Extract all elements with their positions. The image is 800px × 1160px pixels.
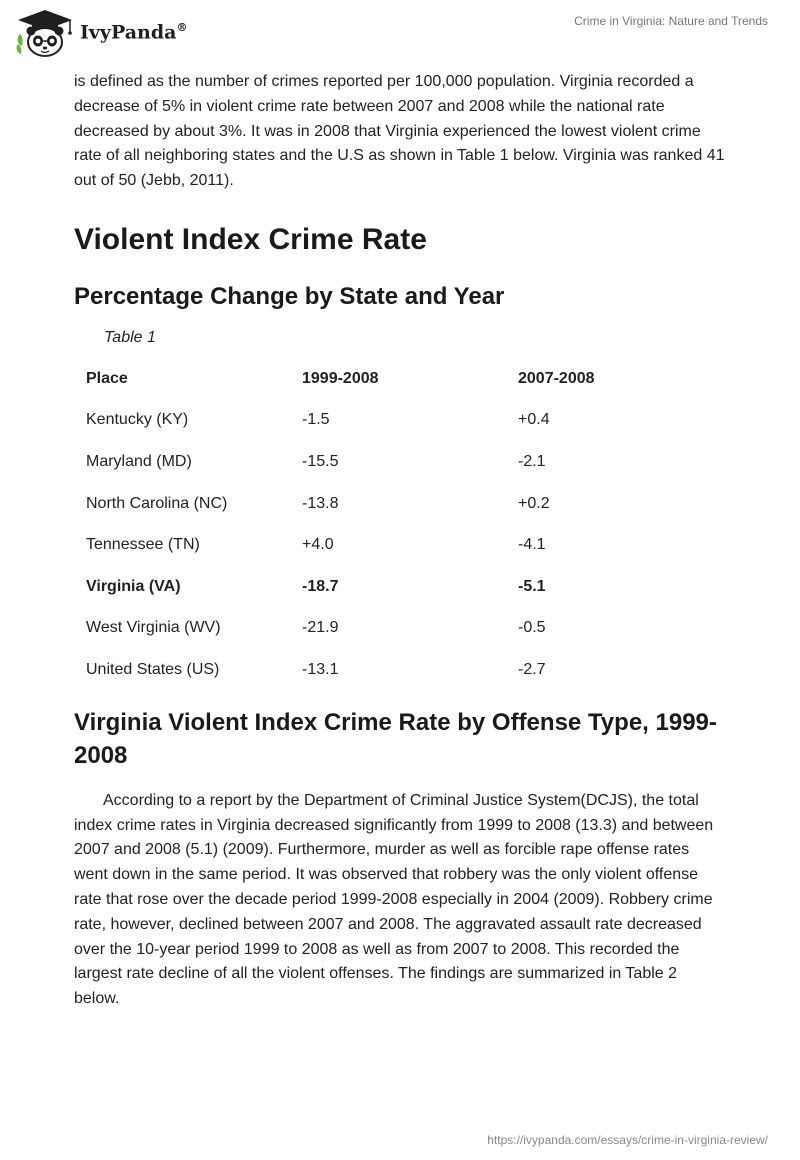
cell-1999-2008: -18.7 — [302, 577, 339, 595]
cell-1999-2008: -1.5 — [302, 411, 330, 429]
cell-2007-2008: -0.5 — [518, 619, 546, 637]
column-header-1999-2008: 1999-2008 — [302, 369, 379, 387]
cell-2007-2008: -5.1 — [518, 577, 546, 595]
page-header: IvyPanda® Crime in Virginia: Nature and … — [0, 0, 800, 64]
ivypanda-logo-icon[interactable] — [14, 8, 76, 58]
heading-offense-type: Virginia Violent Index Crime Rate by Off… — [74, 708, 717, 769]
cell-place: Maryland (MD) — [86, 452, 192, 470]
cell-1999-2008: +4.0 — [302, 536, 334, 554]
heading-percentage-change: Percentage Change by State and Year — [74, 282, 505, 310]
table-row: Tennessee (TN) +4.0 -4.1 — [74, 524, 726, 566]
essay-content: is defined as the number of crimes repor… — [74, 70, 726, 1012]
cell-place: Tennessee (TN) — [86, 536, 200, 554]
brand-name[interactable]: IvyPanda® — [80, 21, 187, 43]
cell-place: North Carolina (NC) — [86, 494, 228, 512]
table-row: West Virginia (WV) -21.9 -0.5 — [74, 608, 726, 650]
table-row-highlighted: Virginia (VA) -18.7 -5.1 — [74, 566, 726, 608]
brand-text: IvyPanda — [80, 21, 177, 44]
cell-place: United States (US) — [86, 660, 220, 678]
cell-1999-2008: -15.5 — [302, 452, 339, 470]
percentage-change-table: Place 1999-2008 2007-2008 Kentucky (KY) … — [74, 358, 726, 691]
table-row: North Carolina (NC) -13.8 +0.2 — [74, 483, 726, 525]
column-header-place: Place — [86, 369, 128, 387]
heading-violent-index-crime-rate: Violent Index Crime Rate — [74, 222, 427, 256]
table-caption: Table 1 — [104, 328, 156, 346]
registered-mark: ® — [176, 21, 188, 34]
cell-2007-2008: -2.1 — [518, 452, 546, 470]
cell-1999-2008: -13.8 — [302, 494, 339, 512]
cell-place: West Virginia (WV) — [86, 619, 221, 637]
document-title: Crime in Virginia: Nature and Trends — [574, 14, 768, 28]
cell-place: Virginia (VA) — [86, 577, 181, 595]
column-header-2007-2008: 2007-2008 — [518, 369, 595, 387]
cell-2007-2008: +0.2 — [518, 494, 550, 512]
body-paragraph: According to a report by the Department … — [74, 791, 714, 1008]
cell-2007-2008: -2.7 — [518, 660, 546, 678]
cell-place: Kentucky (KY) — [86, 411, 189, 429]
table-header-row: Place 1999-2008 2007-2008 — [74, 358, 726, 400]
cell-1999-2008: -13.1 — [302, 660, 339, 678]
cell-2007-2008: -4.1 — [518, 536, 546, 554]
intro-paragraph: is defined as the number of crimes repor… — [74, 73, 725, 190]
cell-2007-2008: +0.4 — [518, 411, 550, 429]
cell-1999-2008: -21.9 — [302, 619, 339, 637]
table-row: Kentucky (KY) -1.5 +0.4 — [74, 400, 726, 442]
table-row: Maryland (MD) -15.5 -2.1 — [74, 441, 726, 483]
table-row: United States (US) -13.1 -2.7 — [74, 649, 726, 691]
source-url-link[interactable]: https://ivypanda.com/essays/crime-in-vir… — [487, 1133, 768, 1147]
